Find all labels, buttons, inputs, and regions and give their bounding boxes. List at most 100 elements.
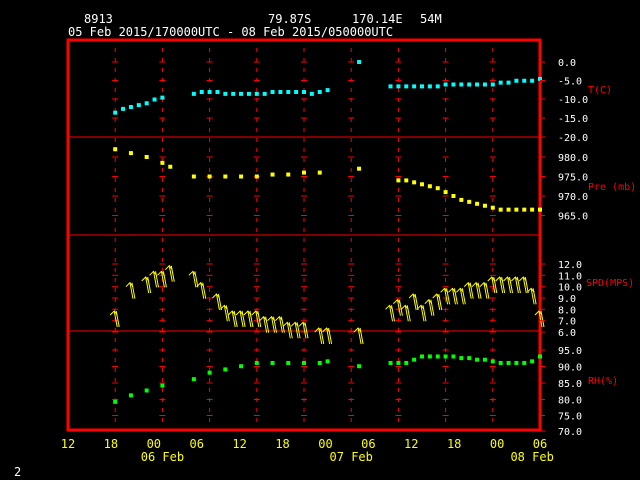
temp-point [451,82,456,87]
wind-arrow [212,293,222,311]
rh-point [498,360,503,365]
wind-arrow [259,315,270,333]
y-tick-label: 9.0 [558,294,576,305]
panel-label-pressure: Pre (mb) [588,182,636,193]
y-tick-label: 6.0 [558,328,576,339]
temp-point [498,80,503,85]
pressure-point [506,207,511,212]
pressure-point [482,203,487,208]
station-elev: 54M [420,12,442,26]
wind-arrow [534,310,545,328]
rh-point [128,393,133,398]
wind-arrow [448,287,458,305]
pressure-point [270,172,275,177]
rh-point [443,354,448,359]
temp-point [317,90,322,94]
pressure-point [357,166,362,171]
rh-point [223,367,228,372]
rh-point [467,356,472,361]
rh-point [451,354,456,359]
temp-point [231,91,236,96]
rh-point [286,360,291,365]
temp-point [215,90,220,94]
temp-point [113,110,118,115]
y-tick-label: -10.0 [558,95,588,106]
station-lat: 79.87S [268,12,311,26]
y-tick-label: 8.0 [558,305,576,316]
temp-point [467,82,472,87]
wind-arrow [282,321,293,339]
y-tick-label: -15.0 [558,114,588,125]
rh-point [254,360,259,365]
temp-point [262,91,267,96]
x-day-label: 08 Feb [510,450,553,464]
rh-point [427,354,432,359]
rh-point [404,360,409,365]
temp-point [191,91,196,96]
temp-point [459,82,464,87]
rh-point [459,356,464,361]
pressure-point [396,178,401,183]
wind-arrow [164,264,175,282]
wind-arrow [188,270,199,288]
rh-point [435,354,440,359]
x-hour-label: 12 [404,437,418,451]
pressure-point [427,184,432,189]
wind-arrow [440,287,451,305]
wind-arrow [141,276,152,294]
pressure-point [435,186,440,191]
y-tick-label: 970.0 [558,192,588,203]
rh-point [144,388,149,393]
temp-point [294,90,299,94]
wind-arrow [275,315,285,333]
pressure-point [420,182,424,187]
pressure-point [286,172,291,177]
y-tick-label: 10.0 [558,283,582,294]
y-tick-label: 0.0 [558,58,576,69]
temp-point [325,88,330,93]
rh-point [412,357,417,362]
rh-point [191,377,196,382]
x-hour-label: 18 [447,437,461,451]
rh-point [270,360,275,365]
rh-point [396,360,401,365]
wind-arrow [487,276,498,294]
rh-point [420,354,424,359]
pressure-point [522,207,527,212]
pressure-point [498,207,503,212]
x-hour-label: 18 [104,437,118,451]
y-tick-label: 95.0 [558,346,582,357]
temp-point [302,90,306,94]
pressure-point [302,170,306,175]
pressure-point [254,174,259,179]
wind-arrow [432,293,443,311]
rh-point [239,364,244,369]
temp-point [121,106,126,111]
temp-point [246,91,251,96]
temp-point [506,80,511,85]
station-lon: 170.14E [352,12,403,26]
wind-arrow [227,310,238,328]
wind-arrow [463,281,474,299]
panel-label-wind: SPD(MPS) [586,278,634,289]
x-hour-label: 06 [190,437,204,451]
pressure-point [160,160,165,165]
header: 8913 79.87S 170.14E 54M 05 Feb 2015/1700… [68,12,442,39]
temp-point [404,84,409,89]
wind-arrow [385,304,396,322]
pressure-point [459,197,464,202]
x-hour-label: 18 [275,437,289,451]
temp-point [412,84,417,89]
rh-point [475,357,480,362]
wind-arrow [455,287,466,305]
rh-point [506,360,511,365]
wind-arrow [196,281,207,299]
rh-point [388,360,393,365]
x-axis: 12 18 00 06 12 18 00 06 12 18 00 06 06 Feb 07 Feb 08 F… [61,437,554,464]
wind-arrow [267,315,278,333]
temp-point [160,95,165,100]
time-period: 05 Feb 2015/170000UTC - 08 Feb 2015/0500… [68,25,393,39]
temp-point [443,82,448,87]
temp-point [538,76,542,81]
